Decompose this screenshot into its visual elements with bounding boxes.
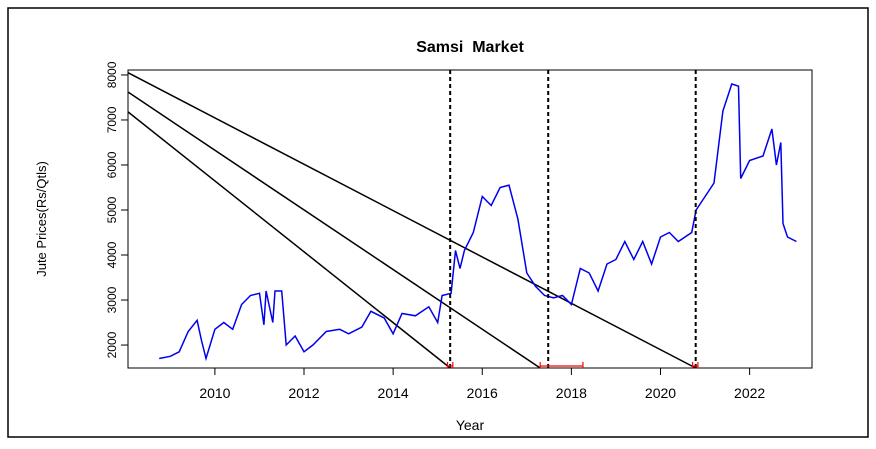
fit-line: [127, 111, 451, 369]
y-tick-label: 7000: [105, 106, 119, 133]
chart-title: Samsi Market: [416, 39, 524, 56]
x-tick-label: 2016: [467, 385, 498, 401]
figure-frame: [7, 7, 869, 438]
x-tick-label: 2012: [288, 385, 319, 401]
y-tick-label: 3000: [105, 286, 119, 313]
fit-line: [127, 72, 697, 369]
price-line: [159, 83, 797, 362]
x-tick-label: 2018: [556, 385, 587, 401]
y-tick-label: 4000: [105, 241, 119, 268]
x-tick-label: 2020: [645, 385, 676, 401]
x-axis-label: Year: [456, 417, 485, 433]
x-tick-label: 2014: [378, 385, 409, 401]
y-tick-label: 5000: [105, 196, 119, 223]
x-tick-label: 2010: [199, 385, 230, 401]
fit-line: [127, 91, 541, 369]
x-tick-label: 2022: [734, 385, 765, 401]
y-tick-label: 6000: [105, 151, 119, 178]
y-tick-label: 2000: [105, 331, 119, 358]
plot-box: [127, 69, 813, 369]
y-tick-label: 8000: [105, 61, 119, 88]
y-axis-label: Jute Prices(Rs/Qtls): [34, 161, 49, 277]
